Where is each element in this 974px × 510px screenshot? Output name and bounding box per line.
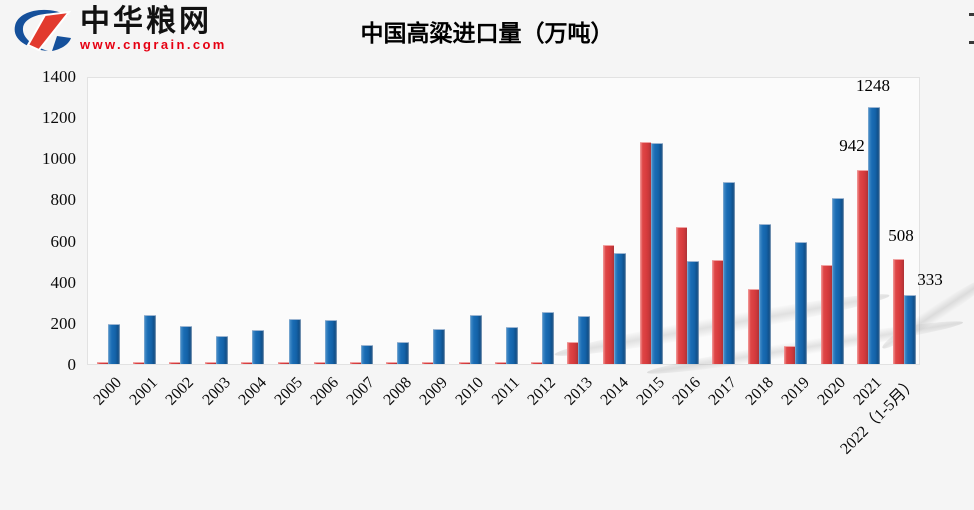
bar-red-2019 (784, 346, 796, 364)
y-tick-label: 400 (50, 272, 77, 292)
bar-blue-2005 (288, 319, 301, 364)
bar-blue-2021 (867, 107, 880, 364)
y-tick-label: 600 (50, 231, 77, 251)
data-label-2021-blue: 1248 (856, 76, 890, 95)
bar-blue-2015 (650, 143, 663, 364)
bar-red-2014 (603, 245, 615, 364)
bar-group-2017 (711, 182, 735, 364)
bar-group-2012 (530, 312, 554, 364)
bar-blue-2010 (469, 315, 482, 364)
bar-blue-2022（1-5月） (903, 295, 916, 364)
y-tick-label: 800 (50, 190, 77, 210)
bar-group-2005 (277, 319, 301, 364)
bar-group-2020 (820, 198, 844, 364)
bar-red-2002 (168, 362, 180, 364)
plot-area (87, 77, 920, 365)
bar-blue-2016 (686, 261, 699, 364)
bar-red-2007 (349, 362, 361, 364)
bar-red-2006 (313, 362, 325, 364)
bar-group-2006 (313, 320, 337, 364)
bar-red-2013 (567, 342, 579, 364)
bar-red-2020 (820, 265, 832, 364)
bar-group-2021 (856, 107, 880, 364)
bar-red-2012 (530, 362, 542, 364)
bar-red-2009 (422, 362, 434, 364)
bar-blue-2013 (578, 316, 591, 364)
bar-blue-2003 (216, 336, 229, 364)
bar-group-2018 (748, 224, 772, 364)
bar-group-2016 (675, 227, 699, 364)
y-tick-label: 0 (67, 355, 77, 374)
y-tick-label: 1000 (42, 149, 76, 169)
data-label-2022（1-5月）-blue: 333 (917, 270, 943, 289)
bar-blue-2018 (759, 224, 772, 364)
bar-blue-2009 (433, 329, 446, 364)
y-tick-label: 1400 (42, 67, 76, 86)
bar-red-2018 (748, 289, 760, 364)
bar-group-2002 (168, 326, 192, 364)
site-logo: 中华粮网 www.cngrain.com (10, 6, 227, 54)
bar-group-2003 (205, 336, 229, 364)
bar-red-2001 (132, 362, 144, 364)
bar-group-2004 (241, 330, 265, 364)
bar-group-2014 (603, 245, 627, 364)
bar-group-2009 (422, 329, 446, 364)
y-tick-label: 200 (50, 313, 77, 333)
bar-group-2010 (458, 315, 482, 364)
bar-red-2015 (639, 142, 651, 364)
chart-title: 中国高粱进口量（万吨） (360, 20, 614, 46)
bar-group-2015 (639, 142, 663, 364)
bar-blue-2006 (324, 320, 337, 364)
data-label-2022（1-5月）-red: 508 (888, 226, 914, 245)
bar-group-2000 (96, 324, 120, 364)
bar-group-2019 (784, 242, 808, 364)
bar-red-2016 (675, 227, 687, 364)
bar-red-2011 (494, 362, 506, 364)
cngrain-logo-icon (14, 9, 72, 52)
bar-group-2007 (349, 345, 373, 364)
brand-url: www.cngrain.com (80, 37, 227, 52)
bar-blue-2014 (614, 253, 627, 364)
bar-blue-2008 (397, 342, 410, 364)
bar-red-2017 (711, 260, 723, 364)
bar-blue-2007 (360, 345, 373, 364)
clipped-legend-mark (969, 41, 974, 44)
bar-blue-2002 (179, 326, 192, 364)
y-tick-label: 1200 (42, 108, 76, 128)
bar-blue-2020 (831, 198, 844, 364)
bar-red-2000 (96, 362, 108, 364)
bar-red-2004 (241, 362, 253, 364)
bar-group-2022（1-5月） (892, 259, 916, 364)
bar-group-2013 (567, 316, 591, 364)
bar-blue-2001 (143, 315, 156, 364)
bar-red-2003 (205, 362, 217, 364)
bar-red-2021 (856, 170, 868, 364)
bar-group-2001 (132, 315, 156, 364)
bar-blue-2011 (505, 327, 518, 364)
bar-blue-2012 (541, 312, 554, 364)
bar-group-2011 (494, 327, 518, 364)
data-label-2021-red: 942 (839, 136, 865, 155)
clipped-legend-mark (969, 13, 974, 16)
bar-red-2010 (458, 362, 470, 364)
bar-blue-2019 (795, 242, 808, 364)
bar-red-2022（1-5月） (892, 259, 904, 364)
bar-blue-2004 (252, 330, 265, 364)
bar-blue-2017 (722, 182, 735, 364)
bar-group-2008 (386, 342, 410, 364)
bar-red-2005 (277, 362, 289, 364)
bar-blue-2000 (107, 324, 120, 364)
bar-red-2008 (386, 362, 398, 364)
brand-name: 中华粮网 (80, 5, 212, 38)
